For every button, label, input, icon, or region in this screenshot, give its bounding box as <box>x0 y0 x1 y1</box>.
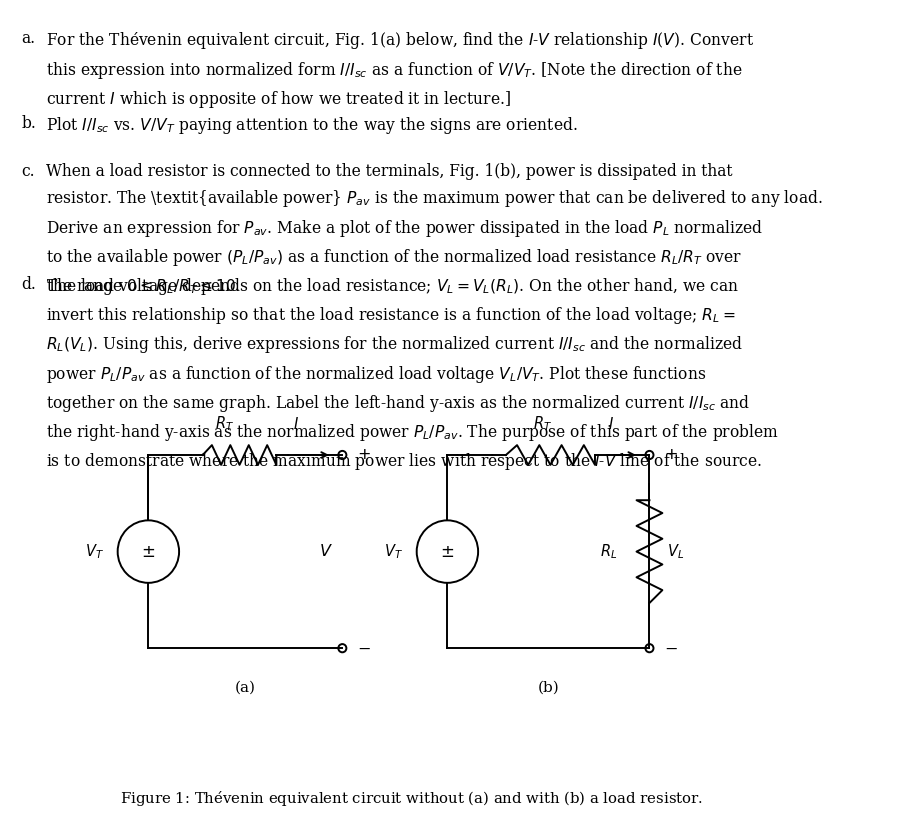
Text: (a): (a) <box>234 681 255 695</box>
Text: $\pm$: $\pm$ <box>440 543 454 561</box>
Text: For the Th$\mathregular{\acute{e}}$venin equivalent circuit, Fig. 1(a) below, fi: For the Th$\mathregular{\acute{e}}$venin… <box>46 30 753 110</box>
Text: $+$: $+$ <box>357 446 370 463</box>
Text: c.: c. <box>21 163 35 180</box>
Text: d.: d. <box>21 276 37 293</box>
Text: $I$: $I$ <box>293 415 299 431</box>
Text: $R_L$: $R_L$ <box>599 543 617 561</box>
Text: Figure 1: Th$\mathregular{\acute{e}}$venin equivalent circuit without (a) and wi: Figure 1: Th$\mathregular{\acute{e}}$ven… <box>119 788 702 808</box>
Text: (b): (b) <box>537 681 559 695</box>
Text: $V_T$: $V_T$ <box>85 543 104 561</box>
Text: $V$: $V$ <box>319 543 333 560</box>
Text: The load voltage depends on the load resistance; $V_L = V_L(R_L)$. On the other : The load voltage depends on the load res… <box>46 276 777 472</box>
Text: $V_T$: $V_T$ <box>383 543 403 561</box>
Text: b.: b. <box>21 115 37 132</box>
Text: $V_L$: $V_L$ <box>666 543 684 561</box>
Text: When a load resistor is connected to the terminals, Fig. 1(b), power is dissipat: When a load resistor is connected to the… <box>46 163 822 297</box>
Text: $\pm$: $\pm$ <box>142 543 155 561</box>
Text: $R_T$: $R_T$ <box>532 415 551 433</box>
Text: Plot $\mathit{I}/I_{sc}$ vs. $\mathit{V}/V_T$ paying attention to the way the si: Plot $\mathit{I}/I_{sc}$ vs. $\mathit{V}… <box>46 115 577 136</box>
Text: $I$: $I$ <box>607 415 613 431</box>
Text: a.: a. <box>21 30 36 47</box>
Text: $R_T$: $R_T$ <box>215 415 234 433</box>
Text: $+$: $+$ <box>664 446 677 463</box>
Text: $-$: $-$ <box>357 640 370 657</box>
Text: $-$: $-$ <box>664 640 677 657</box>
